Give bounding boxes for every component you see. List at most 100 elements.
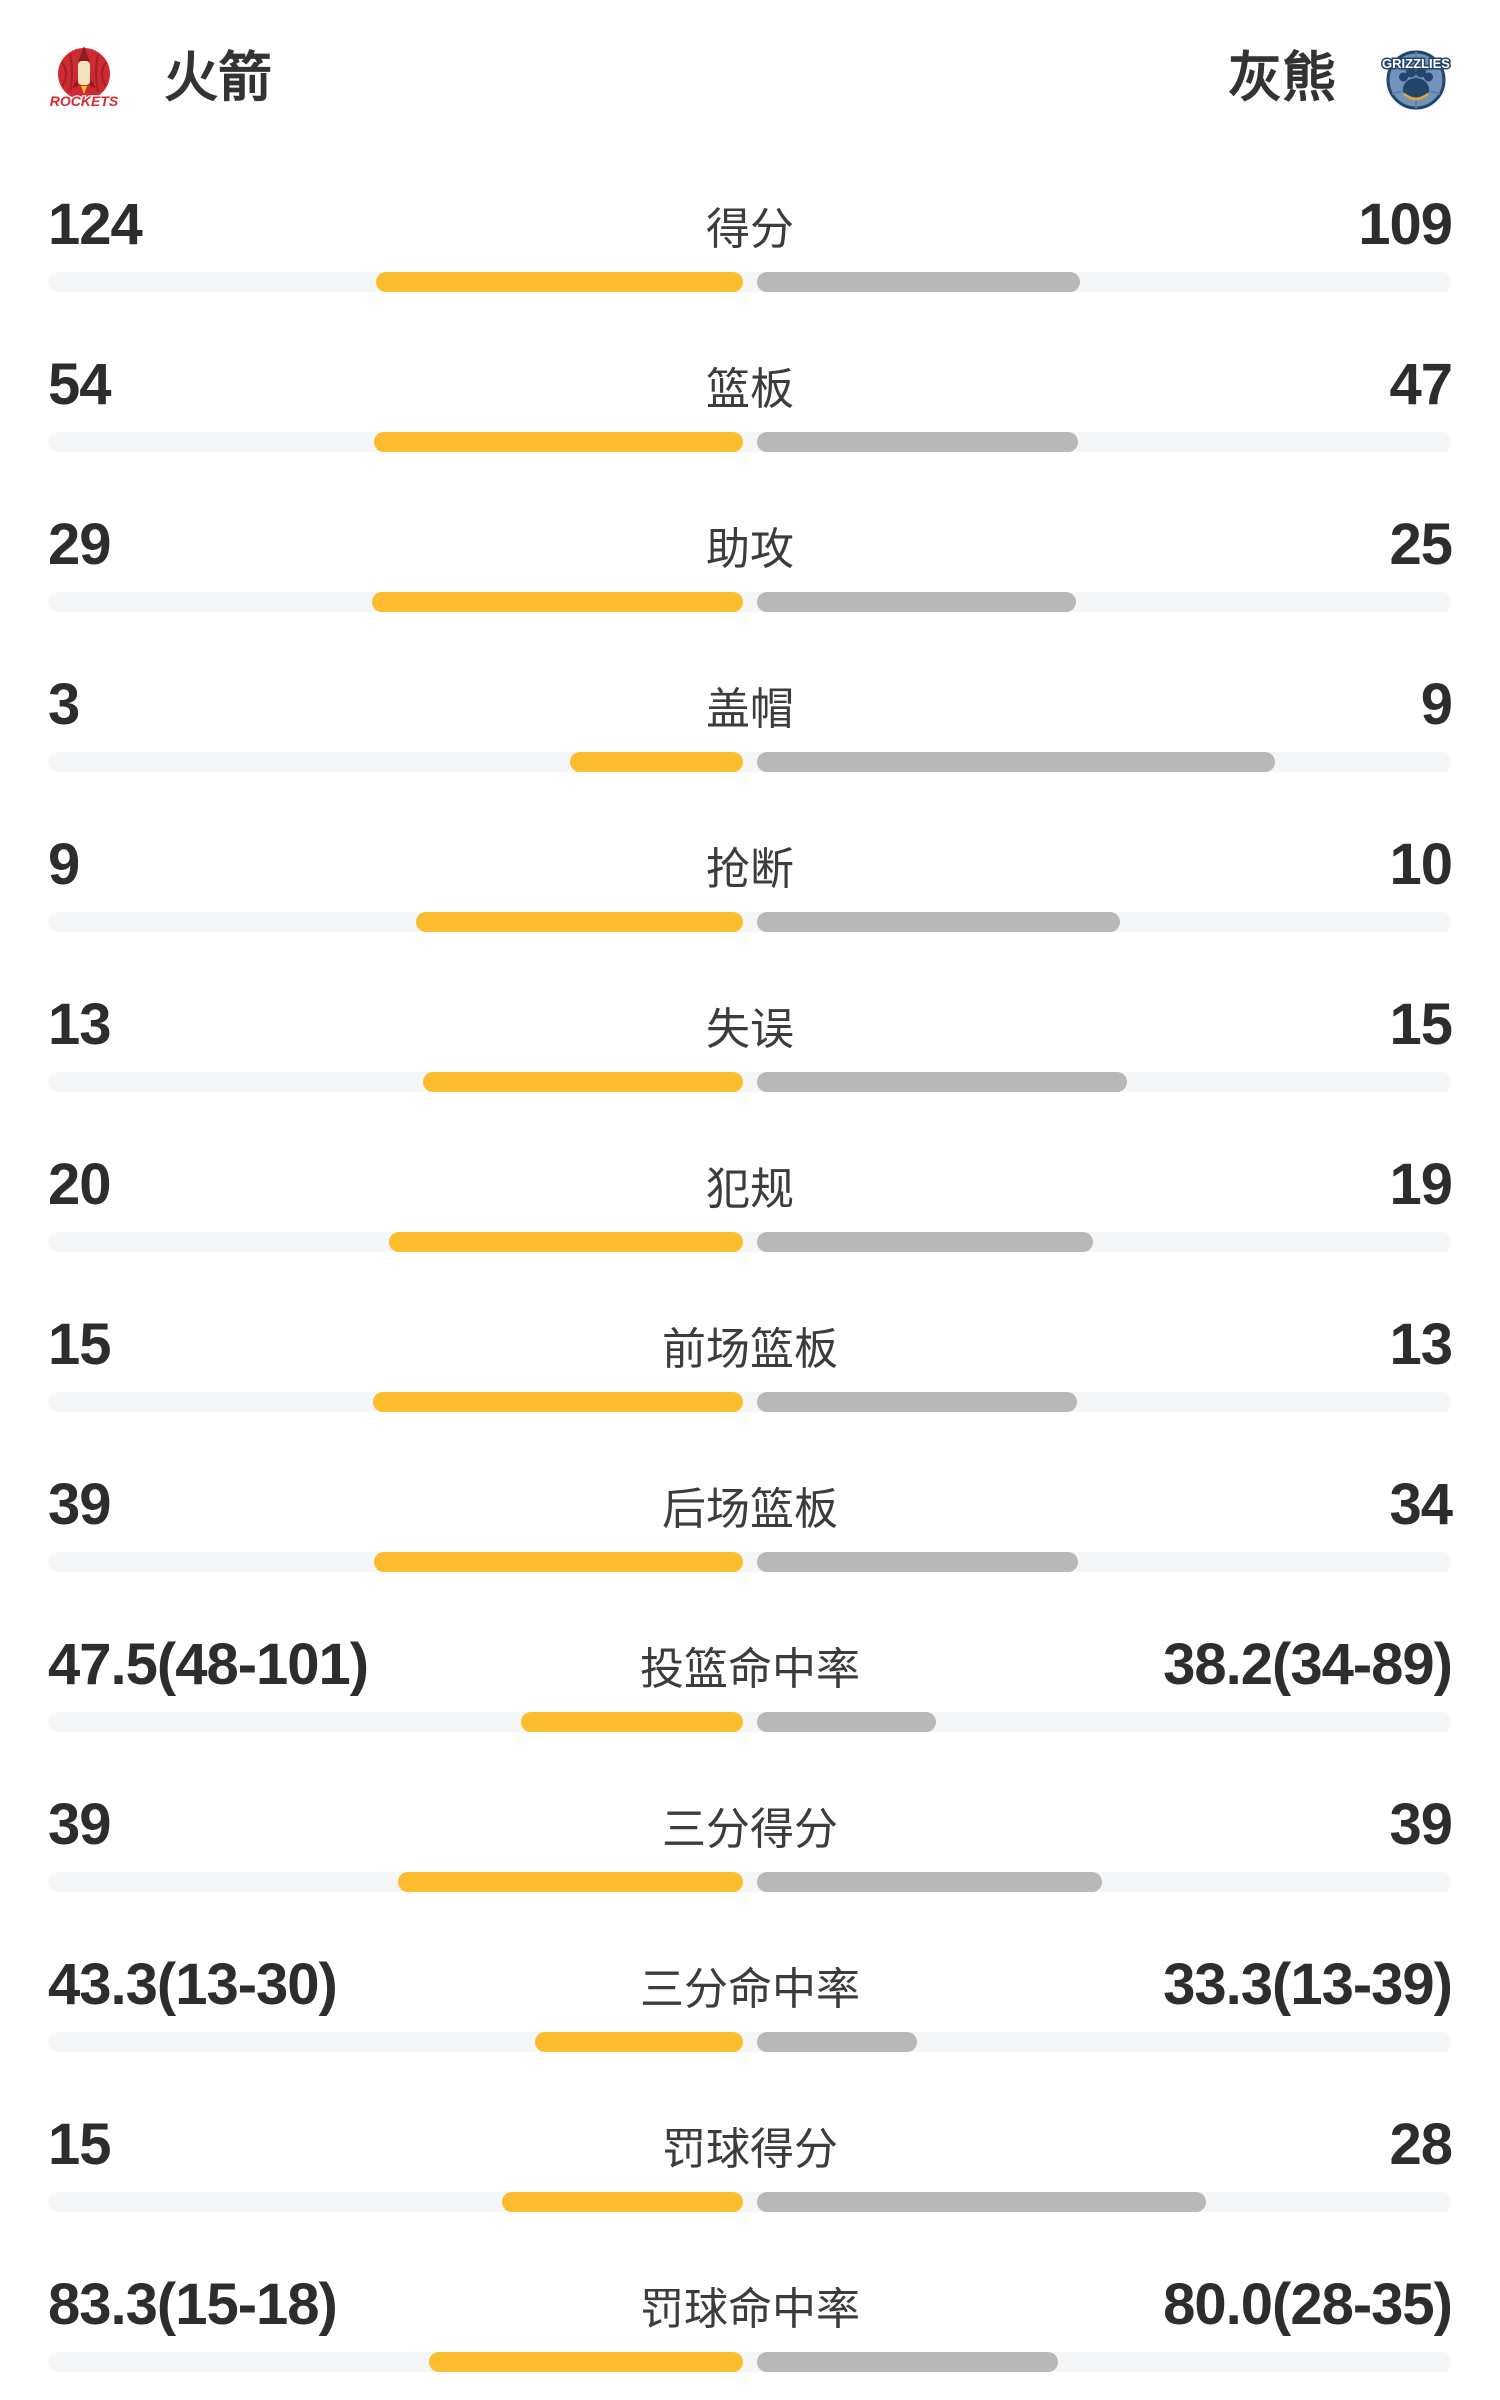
- away-bar-fill: [757, 1232, 1093, 1252]
- away-value: 38.2(34-89): [1163, 1632, 1453, 1697]
- comparison-bar-track: [48, 1552, 1452, 1572]
- comparison-bar-track: [48, 2352, 1452, 2372]
- away-bar-fill: [757, 432, 1078, 452]
- away-value: 13: [1389, 1312, 1453, 1377]
- comparison-bar-track: [48, 592, 1452, 612]
- stats-list: 124 得分 109 54 篮板 47 29 助攻 25: [48, 160, 1453, 2400]
- stat-row: 39 三分得分 39: [48, 1760, 1453, 1920]
- stat-values-line: 29 助攻 25: [48, 512, 1453, 577]
- stat-label: 罚球得分: [662, 2125, 838, 2174]
- stat-label: 抢断: [706, 845, 794, 894]
- stat-label: 投篮命中率: [640, 1645, 860, 1694]
- home-bar-fill: [535, 2032, 743, 2052]
- home-value: 20: [48, 1152, 112, 1217]
- comparison-bar-track: [48, 1872, 1452, 1892]
- away-bar-fill: [757, 2192, 1206, 2212]
- teams-header: ROCKETS 火箭 灰熊 GRIZZLIES: [48, 0, 1452, 114]
- home-bar-fill: [521, 1712, 743, 1732]
- away-bar-fill: [757, 752, 1275, 772]
- stat-label: 篮板: [706, 365, 794, 414]
- stat-row: 3 盖帽 9: [48, 640, 1453, 800]
- stat-values-line: 20 犯规 19: [48, 1152, 1453, 1217]
- stat-row: 54 篮板 47: [48, 320, 1453, 480]
- home-bar-fill: [372, 592, 743, 612]
- stat-label: 三分得分: [662, 1805, 838, 1854]
- grizzlies-logo-icon: GRIZZLIES: [1381, 50, 1452, 110]
- stat-label: 盖帽: [706, 685, 794, 734]
- away-value: 39: [1389, 1792, 1453, 1857]
- home-value: 39: [48, 1792, 112, 1857]
- stat-values-line: 39 后场篮板 34: [48, 1472, 1453, 1537]
- comparison-bar-track: [48, 752, 1452, 772]
- away-value: 9: [1420, 672, 1453, 737]
- home-value: 15: [48, 2112, 112, 2177]
- away-team-name: 灰熊: [1228, 48, 1336, 108]
- away-bar-fill: [757, 1872, 1102, 1892]
- stat-row: 9 抢断 10: [48, 800, 1453, 960]
- stat-row: 43.3(13-30) 三分命中率 33.3(13-39): [48, 1920, 1453, 2080]
- away-team[interactable]: 灰熊 GRIZZLIES: [1228, 42, 1452, 114]
- stat-values-line: 39 三分得分 39: [48, 1792, 1453, 1857]
- home-bar-fill: [429, 2352, 743, 2372]
- away-value: 34: [1389, 1472, 1453, 1537]
- stat-label: 三分命中率: [640, 1965, 860, 2014]
- stat-label: 失误: [706, 1005, 794, 1054]
- away-bar-fill: [757, 1552, 1078, 1572]
- stat-row: 83.3(15-18) 罚球命中率 80.0(28-35): [48, 2240, 1453, 2400]
- stat-values-line: 124 得分 109: [48, 192, 1453, 257]
- stat-row: 29 助攻 25: [48, 480, 1453, 640]
- away-value: 25: [1389, 512, 1453, 577]
- home-value: 83.3(15-18): [48, 2272, 338, 2337]
- comparison-bar-track: [48, 432, 1452, 452]
- stat-values-line: 9 抢断 10: [48, 832, 1453, 897]
- home-bar-fill: [502, 2192, 743, 2212]
- away-bar-fill: [757, 272, 1080, 292]
- away-value: 47: [1389, 352, 1453, 417]
- away-bar-fill: [757, 592, 1076, 612]
- stat-row: 39 后场篮板 34: [48, 1440, 1453, 1600]
- stat-label: 犯规: [706, 1165, 794, 1214]
- away-value: 19: [1389, 1152, 1453, 1217]
- home-value: 124: [48, 192, 143, 257]
- stat-label: 罚球命中率: [640, 2285, 860, 2334]
- stat-row: 47.5(48-101) 投篮命中率 38.2(34-89): [48, 1600, 1453, 1760]
- comparison-bar-track: [48, 272, 1452, 292]
- home-team[interactable]: ROCKETS 火箭: [48, 42, 272, 114]
- stat-row: 20 犯规 19: [48, 1120, 1453, 1280]
- stat-label: 后场篮板: [662, 1485, 838, 1534]
- rockets-logo-icon: ROCKETS: [49, 46, 120, 110]
- away-bar-fill: [757, 1072, 1127, 1092]
- stat-values-line: 13 失误 15: [48, 996, 1453, 1054]
- away-value: 10: [1389, 832, 1453, 897]
- stat-label: 得分: [706, 205, 794, 254]
- home-bar-fill: [423, 1072, 743, 1092]
- away-bar-fill: [757, 1712, 936, 1732]
- stat-label: 助攻: [706, 525, 794, 574]
- home-value: 47.5(48-101): [48, 1632, 369, 1697]
- away-bar-fill: [757, 2352, 1058, 2372]
- comparison-bar-track: [48, 1072, 1452, 1092]
- home-value: 3: [48, 672, 80, 737]
- home-team-name: 火箭: [164, 48, 272, 108]
- home-value: 54: [48, 352, 112, 417]
- home-bar-fill: [374, 1552, 743, 1572]
- stat-values-line: 15 罚球得分 28: [48, 2112, 1453, 2177]
- away-value: 109: [1358, 192, 1453, 257]
- comparison-bar-track: [48, 1712, 1452, 1732]
- stat-label: 前场篮板: [662, 1325, 838, 1374]
- grizzlies-logo-text: GRIZZLIES: [1382, 56, 1450, 71]
- away-value: 33.3(13-39): [1163, 1952, 1453, 2017]
- stat-values-line: 3 盖帽 9: [48, 672, 1453, 737]
- home-bar-fill: [374, 432, 743, 452]
- comparison-bar-track: [48, 1392, 1452, 1412]
- comparison-bar-track: [48, 912, 1452, 932]
- home-bar-fill: [570, 752, 743, 772]
- home-value: 15: [48, 1312, 112, 1377]
- away-value: 28: [1389, 2112, 1453, 2177]
- home-value: 29: [48, 512, 112, 577]
- home-bar-fill: [376, 272, 743, 292]
- stat-row: 15 罚球得分 28: [48, 2080, 1453, 2240]
- stat-values-line: 43.3(13-30) 三分命中率 33.3(13-39): [48, 1952, 1453, 2017]
- stat-values-line: 54 篮板 47: [48, 352, 1453, 417]
